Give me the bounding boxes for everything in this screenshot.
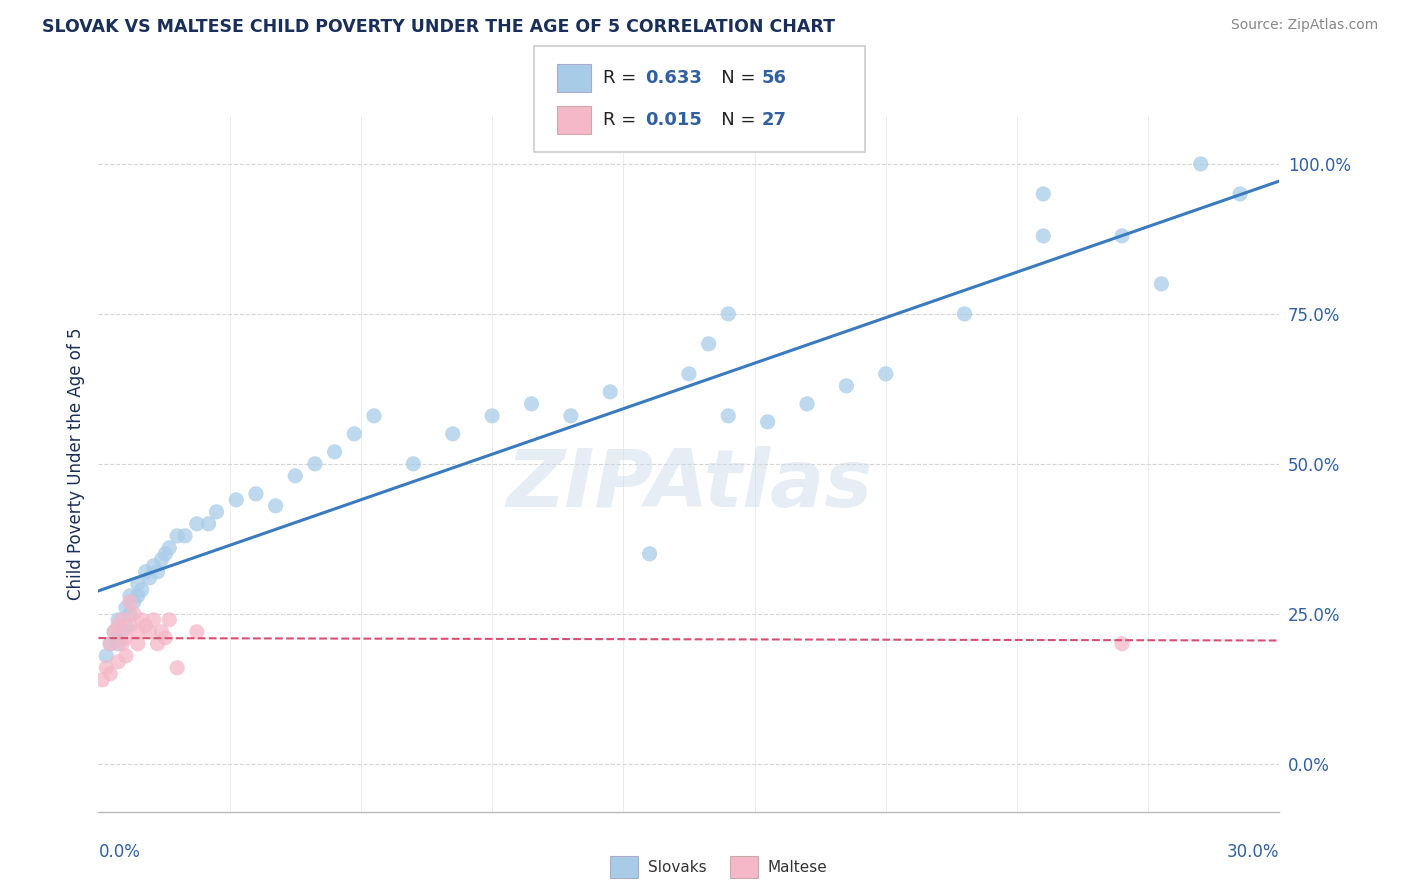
Text: 0.633: 0.633 (645, 69, 702, 87)
Point (875, 367, 897, 381)
Point (127, 637, 149, 651)
Point (796, 397, 818, 411)
Point (155, 631, 177, 645)
Point (560, 409, 582, 423)
Text: R =: R = (603, 112, 643, 129)
Point (118, 595, 141, 609)
Text: 30.0%: 30.0% (1227, 843, 1279, 861)
Text: 0.0%: 0.0% (98, 843, 141, 861)
Point (138, 571, 160, 585)
Point (115, 619, 138, 633)
Point (115, 631, 138, 645)
Point (122, 607, 145, 621)
Point (107, 619, 129, 633)
Point (157, 541, 180, 555)
Point (135, 565, 157, 579)
Point (363, 409, 385, 423)
Point (122, 595, 145, 609)
Point (197, 516, 219, 531)
Point (284, 468, 307, 483)
Point (127, 624, 149, 639)
Point (1111, 228, 1133, 243)
Text: N =: N = (704, 69, 762, 87)
Point (245, 487, 267, 501)
Point (1032, 228, 1054, 243)
Point (138, 624, 160, 639)
Y-axis label: Child Poverty Under the Age of 5: Child Poverty Under the Age of 5 (66, 327, 84, 600)
Point (107, 637, 129, 651)
Point (98, 637, 121, 651)
Point (166, 661, 188, 675)
Point (304, 457, 326, 471)
Point (186, 516, 208, 531)
Point (756, 415, 779, 429)
Point (115, 648, 138, 663)
Point (107, 655, 129, 669)
Point (599, 384, 621, 399)
Point (146, 565, 169, 579)
Point (323, 445, 346, 459)
Text: 27: 27 (762, 112, 787, 129)
Point (1032, 186, 1054, 201)
Point (835, 379, 858, 393)
Text: 0.015: 0.015 (645, 112, 702, 129)
Point (111, 613, 134, 627)
Point (107, 613, 129, 627)
Text: SLOVAK VS MALTESE CHILD POVERTY UNDER THE AGE OF 5 CORRELATION CHART: SLOVAK VS MALTESE CHILD POVERTY UNDER TH… (42, 18, 835, 36)
Point (91, 673, 114, 687)
Point (150, 553, 173, 567)
Point (142, 613, 165, 627)
Point (1111, 637, 1133, 651)
Point (481, 409, 503, 423)
Text: ZIPAtlas: ZIPAtlas (506, 446, 872, 524)
Text: R =: R = (603, 69, 643, 87)
Point (166, 529, 188, 543)
Point (186, 624, 208, 639)
Point (155, 547, 177, 561)
Text: Maltese: Maltese (768, 860, 827, 874)
Point (150, 624, 173, 639)
Point (678, 367, 700, 381)
Point (96, 648, 118, 663)
Point (1150, 277, 1173, 291)
Point (111, 637, 134, 651)
Point (520, 397, 543, 411)
Point (96, 661, 118, 675)
Point (98, 666, 121, 681)
Point (135, 619, 157, 633)
Text: Source: ZipAtlas.com: Source: ZipAtlas.com (1230, 18, 1378, 32)
Text: N =: N = (704, 112, 762, 129)
Point (264, 499, 287, 513)
Point (118, 589, 141, 603)
Point (205, 505, 228, 519)
Point (103, 624, 125, 639)
Point (1229, 186, 1251, 201)
Point (127, 576, 149, 591)
Point (441, 426, 464, 441)
Point (118, 619, 141, 633)
Point (131, 582, 153, 597)
Text: 56: 56 (762, 69, 787, 87)
Point (111, 624, 134, 639)
Point (103, 624, 125, 639)
Point (98, 637, 121, 651)
Point (146, 637, 169, 651)
Point (174, 529, 197, 543)
Text: Slovaks: Slovaks (648, 860, 707, 874)
Point (717, 307, 740, 321)
Point (697, 337, 720, 351)
Point (638, 547, 661, 561)
Point (343, 426, 366, 441)
Point (142, 558, 165, 573)
Point (157, 613, 180, 627)
Point (127, 589, 149, 603)
Point (1189, 157, 1212, 171)
Point (115, 600, 138, 615)
Point (953, 307, 976, 321)
Point (225, 492, 247, 507)
Point (717, 409, 740, 423)
Point (402, 457, 425, 471)
Point (131, 613, 153, 627)
Point (118, 607, 141, 621)
